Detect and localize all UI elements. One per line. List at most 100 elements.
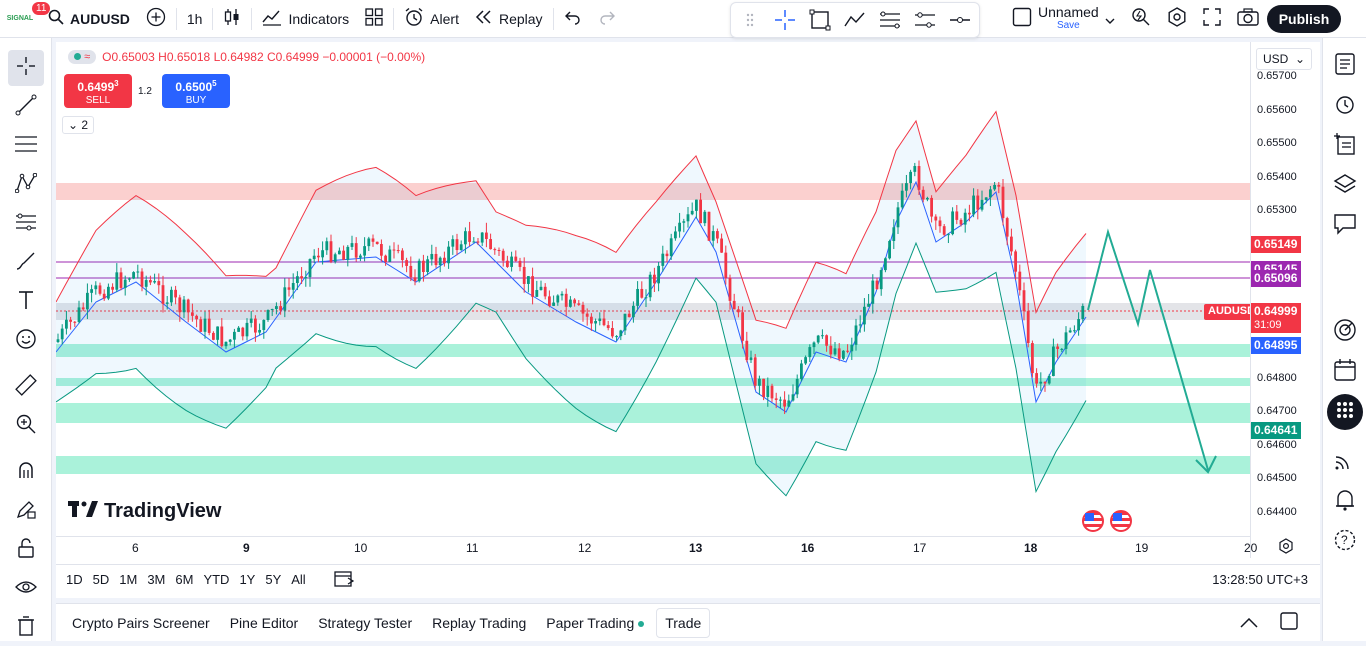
bottom-tab[interactable]: Replay Trading bbox=[424, 609, 534, 637]
candle-body bbox=[938, 220, 942, 227]
support-zone-4[interactable] bbox=[56, 456, 1250, 474]
brush-button[interactable] bbox=[8, 245, 44, 281]
chats-button[interactable] bbox=[1327, 208, 1363, 244]
price-tick: 0.64500 bbox=[1257, 472, 1297, 484]
horizontal-line-tool-icon[interactable] bbox=[946, 6, 973, 34]
settings-sliders-icon[interactable] bbox=[911, 6, 938, 34]
emoji-button[interactable] bbox=[8, 323, 44, 359]
products-button[interactable] bbox=[1327, 394, 1363, 430]
object-tree-button[interactable] bbox=[1327, 168, 1363, 204]
layouts-button[interactable] bbox=[357, 0, 391, 38]
zoom-button[interactable] bbox=[8, 408, 44, 444]
bottom-tab[interactable]: Trade bbox=[656, 607, 711, 638]
sell-button[interactable]: 0.64993 SELL bbox=[64, 74, 132, 108]
symbol-search[interactable]: AUDUSD bbox=[40, 0, 138, 38]
axis-settings-icon[interactable] bbox=[1278, 538, 1294, 559]
range-button[interactable]: 1M bbox=[119, 572, 138, 587]
indicators-collapse-button[interactable]: ⌄ 2 bbox=[62, 116, 95, 134]
indicators-button[interactable]: Indicators bbox=[254, 0, 357, 38]
divider bbox=[552, 7, 554, 30]
path-tool-icon[interactable] bbox=[842, 6, 869, 34]
fib-tool-icon[interactable] bbox=[876, 6, 903, 34]
app-logo[interactable]: SIGNAL 11 bbox=[0, 0, 51, 38]
settings-button[interactable] bbox=[1159, 0, 1195, 38]
projection-path[interactable] bbox=[1087, 228, 1209, 471]
price-chart[interactable] bbox=[56, 42, 1250, 536]
lock-drawings-button[interactable] bbox=[8, 532, 44, 568]
support-zone-2[interactable] bbox=[56, 378, 1250, 386]
goto-date-button[interactable] bbox=[334, 569, 354, 590]
range-button[interactable]: YTD bbox=[203, 572, 230, 587]
candle-body bbox=[132, 272, 135, 279]
undo-button[interactable] bbox=[556, 0, 590, 38]
collapse-panel-button[interactable] bbox=[1240, 615, 1258, 631]
compare-symbol-button[interactable] bbox=[138, 0, 174, 38]
stay-drawing-button[interactable] bbox=[8, 493, 44, 529]
crosshair-button[interactable] bbox=[8, 50, 44, 86]
resistance-zone[interactable] bbox=[56, 183, 1250, 200]
remove-drawings-button[interactable] bbox=[8, 610, 44, 646]
calendar-button[interactable] bbox=[1327, 354, 1363, 390]
help-button[interactable]: ? bbox=[1327, 524, 1363, 560]
tradingview-watermark[interactable]: TradingView bbox=[68, 500, 221, 523]
support-zone-3[interactable] bbox=[56, 403, 1250, 423]
bottom-tab[interactable]: Strategy Tester bbox=[310, 609, 420, 637]
chart-type-button[interactable] bbox=[215, 0, 249, 38]
range-button[interactable]: 5D bbox=[92, 572, 110, 587]
currency-select[interactable]: USD ⌄ bbox=[1256, 48, 1312, 70]
measure-button[interactable] bbox=[8, 369, 44, 405]
alerts-button[interactable] bbox=[1327, 88, 1363, 124]
range-button[interactable]: 5Y bbox=[265, 572, 282, 587]
streams-button[interactable] bbox=[1327, 444, 1363, 480]
quick-search-button[interactable] bbox=[1123, 0, 1159, 38]
crosshair-tool-icon[interactable] bbox=[772, 6, 799, 34]
buy-button[interactable]: 0.65005 BUY bbox=[162, 74, 230, 108]
publish-button[interactable]: Publish bbox=[1266, 4, 1342, 33]
data-window-button[interactable] bbox=[1327, 128, 1363, 164]
hotlists-button[interactable] bbox=[1327, 314, 1363, 350]
us-flag-event-icon[interactable] bbox=[1082, 510, 1104, 532]
interval-button[interactable]: 1h bbox=[186, 10, 203, 27]
support-zone-1[interactable] bbox=[56, 344, 1250, 357]
price-tick: 0.65400 bbox=[1257, 170, 1297, 183]
redo-button[interactable] bbox=[590, 0, 624, 38]
spread-value: 1.2 bbox=[138, 86, 152, 97]
maximize-panel-button[interactable] bbox=[1280, 612, 1298, 633]
trend-line-button[interactable] bbox=[8, 89, 44, 125]
us-flag-event-icon[interactable] bbox=[1110, 510, 1132, 532]
candle-body bbox=[695, 199, 698, 211]
logo-text: SIGNAL bbox=[6, 15, 34, 22]
time-axis[interactable]: 6 9 10 11 12 13 16 17 18 19 20 bbox=[56, 536, 1257, 558]
magnet-button[interactable] bbox=[8, 454, 44, 490]
fullscreen-button[interactable] bbox=[1195, 0, 1229, 38]
drag-handle-icon[interactable] bbox=[737, 6, 764, 34]
text-button[interactable] bbox=[8, 284, 44, 320]
bottom-tab-label: Replay Trading bbox=[432, 614, 527, 631]
rectangle-tool-icon[interactable] bbox=[807, 6, 834, 34]
bottom-tab[interactable]: Pine Editor bbox=[222, 609, 306, 637]
trend-line-icon bbox=[15, 94, 37, 121]
snapshot-button[interactable] bbox=[1229, 0, 1267, 38]
hide-drawings-button[interactable] bbox=[8, 571, 44, 607]
utc-clock[interactable]: 13:28:50 UTC+3 bbox=[1212, 572, 1308, 587]
range-button[interactable]: 1D bbox=[66, 572, 83, 587]
range-button[interactable]: All bbox=[291, 572, 306, 587]
alert-button[interactable]: Alert bbox=[396, 0, 467, 38]
forecasting-button[interactable] bbox=[8, 206, 44, 242]
range-button[interactable]: 3M bbox=[147, 572, 166, 587]
range-button[interactable]: 6M bbox=[175, 572, 194, 587]
notifications-button[interactable] bbox=[1327, 484, 1363, 520]
watchlist-button[interactable] bbox=[1327, 48, 1363, 84]
visibility-toggle[interactable]: ≈ bbox=[68, 50, 97, 64]
replay-button[interactable]: Replay bbox=[467, 0, 551, 38]
range-button[interactable]: 1Y bbox=[239, 572, 256, 587]
price-scale[interactable]: 0.657000.656000.655000.654000.653000.652… bbox=[1250, 42, 1320, 558]
patterns-button[interactable] bbox=[8, 167, 44, 203]
fib-retracement-button[interactable] bbox=[8, 128, 44, 164]
bottom-tab[interactable]: Crypto Pairs Screener bbox=[64, 609, 218, 637]
candle-body bbox=[766, 385, 770, 397]
bottom-tab[interactable]: Paper Trading bbox=[538, 609, 652, 637]
layout-selector[interactable]: Unnamed Save bbox=[1004, 0, 1123, 38]
chart-pane[interactable]: ≈ O0.65003 H0.65018 L0.64982 C0.64999 −0… bbox=[56, 42, 1320, 598]
candle-body bbox=[846, 350, 849, 352]
